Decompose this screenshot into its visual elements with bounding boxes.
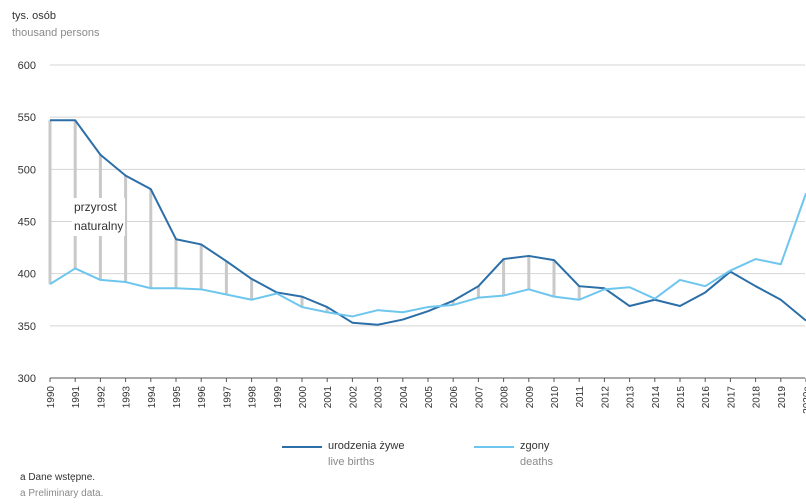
footnote-en: a Preliminary data. [20,488,104,499]
legend-label-births-pl: urodzenia żywe [328,440,405,452]
x-tick-label: 2019 [777,386,788,409]
x-tick-label: 2010 [550,386,561,409]
legend-label-deaths-pl: zgony [520,440,550,452]
x-tick-label: 2012 [600,386,611,409]
legend-label-births-en: live births [328,456,375,468]
series-line-deaths [49,192,806,318]
x-tick-label: 2005 [424,386,435,409]
x-tick-label: 1991 [71,386,82,409]
x-tick-label: 2013 [626,386,637,409]
x-tick-label: 2017 [726,386,737,409]
x-tick-label: 2000 [298,386,309,409]
legend-label-deaths-en: deaths [520,456,554,468]
x-tick-label: 1993 [122,386,133,409]
x-tick-label: 2011 [575,386,586,408]
x-tick-label: 1997 [222,386,233,409]
y-tick-label: 550 [18,112,36,124]
x-tick-label: 1994 [147,386,158,409]
x-tick-label: 1996 [197,386,208,409]
x-tick-label: 1998 [248,386,259,409]
x-tick-label: 2008 [500,386,511,409]
y-tick-label: 450 [18,217,36,229]
x-tick-label: 2007 [474,386,485,409]
y-unit-label-en: thousand persons [12,27,100,39]
annotation-line1: przyrost [74,200,117,214]
legend-swatch-deaths [474,446,514,448]
x-tick-label: 2001 [323,386,334,409]
x-tick-label: 2015 [676,386,687,409]
y-tick-label: 300 [18,373,36,385]
series-line-births [50,119,806,326]
x-tick-label: 2003 [374,386,385,409]
x-tick-label: 2004 [399,386,410,409]
legend-swatch-births [282,446,322,448]
x-tick-label: 2014 [651,386,662,409]
x-tick-label: 1990 [46,386,57,409]
y-tick-label: 500 [18,164,36,176]
natural-increase-annotation: przyrost naturalny [72,198,126,236]
x-tick-label: 1992 [96,386,107,409]
x-tick-label: 2016 [701,386,712,409]
x-tick-label: 2009 [525,386,536,409]
x-tick-label: 2002 [348,386,359,409]
y-unit-label-pl: tys. osób [12,10,57,22]
y-tick-label: 600 [18,60,36,72]
footnote-pl: a Dane wstępne. [20,472,96,483]
x-tick-label: 2006 [449,386,460,409]
x-tick-label: 2018 [752,386,763,409]
x-tick-label: 1999 [273,386,284,409]
x-tick-label: 2020a [802,386,806,414]
annotation-line2: naturalny [74,219,124,233]
y-tick-label: 400 [18,269,36,281]
x-tick-label: 1995 [172,386,183,409]
y-tick-label: 350 [18,321,36,333]
